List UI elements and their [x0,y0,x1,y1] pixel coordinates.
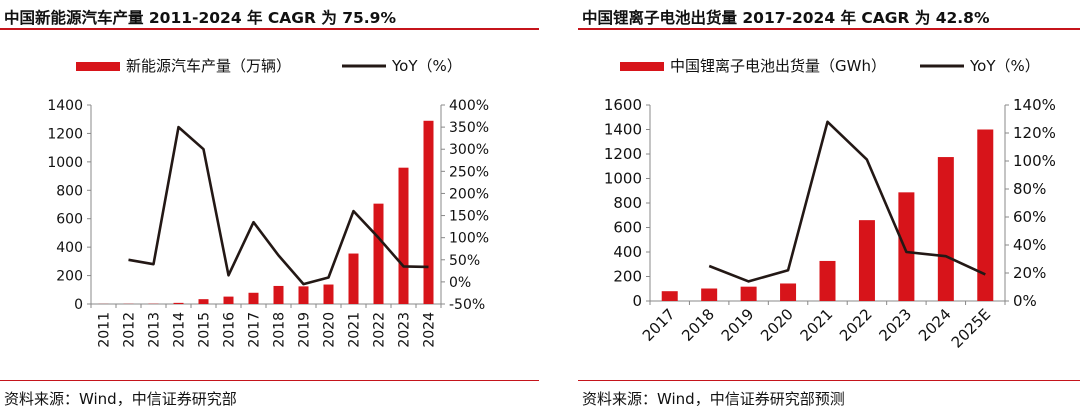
left-title-rule [0,28,539,30]
right-y-tick-label: 100% [449,231,489,247]
bar [223,296,234,304]
legend-bar-label: 中国锂离子电池出货量（GWh） [670,57,886,75]
bar [398,167,409,304]
bar [298,286,309,304]
right-y-tick-label: 200% [449,186,489,202]
x-tick-label: 2022 [372,312,388,348]
right-y-tick-label: 40% [1013,236,1046,254]
bar [423,120,434,304]
right-chart-title: 中国锂离子电池出货量 2017-2024 年 CAGR 为 42.8% [582,9,990,27]
x-tick-label: 2013 [147,312,163,348]
right-y-tick-label: 350% [449,120,489,136]
left-source-rule [0,380,539,381]
left-y-tick-label: 400 [613,243,642,261]
left-y-tick-label: 600 [56,212,83,228]
left-chart-source: 资料来源：Wind，中信证券研究部 [4,390,237,408]
bar [373,203,384,304]
bar [977,129,994,301]
x-tick-label: 2021 [347,312,363,348]
left-chart: 新能源汽车产量（万辆） YoY（%） 0 200 400 600 800 1000 1200 14… [47,57,489,348]
left-y-tick-label: 1400 [604,121,642,139]
left-y-tick-label: 800 [613,194,642,212]
x-tick-label: 2015 [197,312,213,348]
right-y-tick-label: 150% [449,209,489,225]
x-tick-label: 2024 [422,312,438,348]
x-tick-label: 2017 [247,312,263,348]
right-y-tick-label: 100% [1013,152,1056,170]
x-tick-label: 2020 [322,312,338,348]
left-y-tick-label: 400 [56,240,83,256]
bar [937,157,954,301]
left-y-tick-label: 0 [632,292,642,310]
bar [819,260,836,301]
x-tick-label: 2018 [272,312,288,348]
right-y-tick-label: -50% [449,297,485,313]
x-tick-label: 2016 [222,312,238,348]
right-source-rule [578,380,1080,381]
bar [701,288,718,301]
x-tick-label: 2023 [397,312,413,348]
right-y-tick-label: 0% [1013,292,1037,310]
right-y-tick-label: 50% [449,253,480,269]
x-tick-label: 2019 [297,312,313,348]
right-y-tick-label: 20% [1013,264,1046,282]
x-tick-label: 2023 [875,305,915,345]
right-y-tick-label: 0% [449,275,471,291]
x-tick-label: 2017 [639,305,679,345]
bar [348,253,359,304]
left-y-tick-label: 1200 [47,126,83,142]
x-tick-label: 2011 [97,312,113,348]
right-y-tick-label: 400% [449,98,489,114]
legend-bar-label: 新能源汽车产量（万辆） [126,57,291,75]
left-y-tick-label: 200 [613,268,642,286]
right-y-tick-label: 300% [449,142,489,158]
right-chart-source: 资料来源：Wind，中信证券研究部预测 [582,390,845,408]
right-y-tick-label: 80% [1013,180,1046,198]
x-tick-label: 2018 [678,305,718,345]
right-chart: 中国锂离子电池出货量（GWh） YoY（%） 0 200 400 600 800 1000 12… [604,57,1056,352]
right-title-rule [578,28,1080,30]
bar [780,283,797,301]
bar [898,192,915,301]
left-y-tick-label: 1000 [47,155,83,171]
left-y-tick-label: 800 [56,183,83,199]
x-tick-label: 2012 [122,312,138,348]
bar [323,284,334,304]
x-tick-label: 2021 [797,305,837,345]
legend-bar-swatch [620,62,664,71]
left-y-tick-label: 200 [56,269,83,285]
right-y-tick-label: 120% [1013,124,1056,142]
right-y-tick-label: 140% [1013,96,1056,114]
left-y-tick-label: 600 [613,219,642,237]
bar [248,292,259,304]
left-chart-title: 中国新能源汽车产量 2011-2024 年 CAGR 为 75.9% [4,9,396,27]
left-y-tick-label: 0 [74,297,83,313]
left-y-tick-label: 1000 [604,170,642,188]
legend-bar-swatch [76,62,120,71]
x-tick-label: 2020 [757,305,797,345]
x-tick-label: 2025E [948,305,994,351]
bar [661,291,678,301]
x-tick-label: 2019 [718,305,758,345]
x-tick-label: 2014 [172,312,188,348]
legend-line-label: YoY（%） [391,57,462,75]
left-y-tick-label: 1600 [604,96,642,114]
bar [173,302,184,304]
bar [858,220,875,301]
right-y-tick-label: 60% [1013,208,1046,226]
x-tick-label: 2022 [836,305,876,345]
left-y-tick-label: 1400 [47,98,83,114]
right-y-tick-label: 250% [449,164,489,180]
left-y-tick-label: 1200 [604,145,642,163]
bar [273,285,284,304]
legend-line-label: YoY（%） [969,57,1040,75]
bar [740,286,757,301]
bar [198,299,209,304]
yoy-line [708,120,986,283]
